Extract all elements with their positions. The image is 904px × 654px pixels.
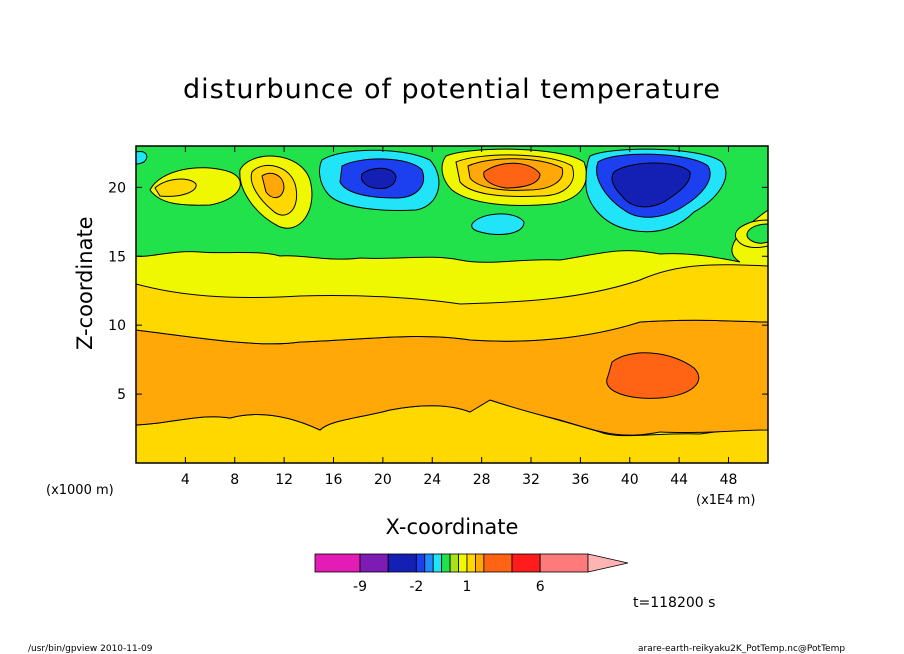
colorbar-label: 6 — [536, 579, 545, 595]
x-tick-label: 40 — [621, 472, 639, 488]
x-tick-label: 48 — [720, 472, 738, 488]
colorbar-swatch — [475, 553, 485, 573]
colorbar-swatch — [539, 553, 589, 573]
x-tick-label: 16 — [325, 472, 343, 488]
colorbar-swatch — [359, 553, 389, 573]
y-tick-label: 15 — [108, 249, 126, 265]
colorbar-swatch — [415, 553, 426, 573]
footer-left: /usr/bin/gpview 2010-11-09 — [28, 644, 153, 654]
contour-field — [136, 146, 768, 463]
colorbar-swatch — [314, 553, 361, 573]
green-right-edge — [746, 223, 768, 244]
x-axis-unit: (x1E4 m) — [696, 493, 756, 508]
plot-frame — [135, 145, 769, 464]
y-tick-label: 5 — [117, 387, 126, 403]
chart-title: disturbunce of potential temperature — [183, 74, 721, 105]
colorbar-label: -9 — [353, 579, 367, 595]
warm-core-right — [606, 352, 700, 399]
colorbar-swatch — [483, 553, 513, 573]
x-tick-label: 44 — [670, 472, 688, 488]
footer-right: arare-earth-reikyaku2K_PotTemp.nc@PotTem… — [638, 644, 846, 654]
colorbar: -9 -2 1 6 — [314, 553, 629, 595]
x-tick-label: 32 — [522, 472, 540, 488]
x-axis-label: X-coordinate — [385, 515, 519, 539]
colorbar-swatch — [432, 553, 443, 573]
colorbar-swatch — [458, 553, 468, 573]
y-axis-label: Z-coordinate — [73, 216, 97, 350]
orange-plume — [261, 172, 285, 198]
x-tick-label: 36 — [571, 472, 589, 488]
colorbar-swatch — [466, 553, 476, 573]
colorbar-label: -2 — [409, 579, 423, 595]
y-axis-unit: (x1000 m) — [46, 483, 114, 498]
x-tick-label: 28 — [473, 472, 491, 488]
colorbar-swatch — [387, 553, 417, 573]
cyan-small — [471, 213, 525, 235]
colorbar-arrow — [587, 553, 629, 573]
time-label: t=118200 s — [633, 595, 716, 611]
darkblue-cell-2 — [611, 162, 691, 208]
x-tick-label: 4 — [181, 472, 190, 488]
x-tick-label: 12 — [275, 472, 293, 488]
x-tick-label: 20 — [374, 472, 392, 488]
x-tick-label: 8 — [230, 472, 239, 488]
gold-cell-left — [154, 178, 197, 197]
colorbar-label: 1 — [463, 579, 472, 595]
red-warm-cell — [483, 162, 541, 189]
x-axis-ticks: 4 8 12 16 20 24 28 32 36 40 44 48 — [181, 146, 738, 488]
colorbar-swatch — [449, 553, 459, 573]
darkblue-cell-1 — [361, 167, 397, 189]
colorbar-swatch — [511, 553, 541, 573]
y-axis-ticks: 5 10 15 20 — [108, 180, 768, 403]
colorbar-swatch — [441, 553, 451, 573]
colorbar-swatch — [424, 553, 434, 573]
x-tick-label: 24 — [423, 472, 441, 488]
y-tick-label: 20 — [108, 180, 126, 196]
y-tick-label: 10 — [108, 318, 126, 334]
